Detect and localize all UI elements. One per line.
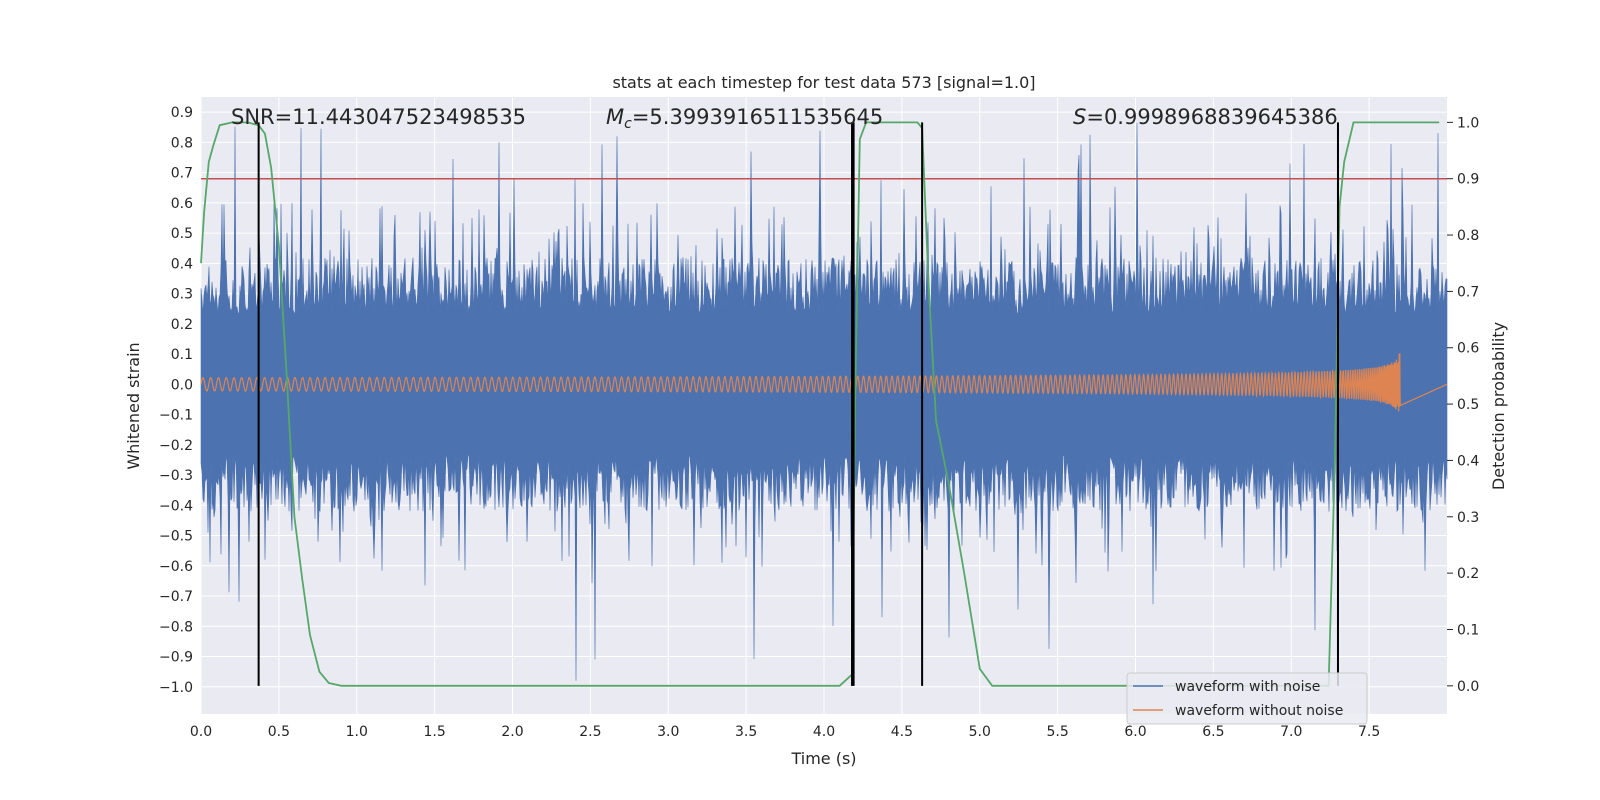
- chirp-mass-symbol: M: [606, 105, 624, 129]
- x-tick-label: 1.5: [423, 724, 445, 740]
- y2-tick-label: 0.9: [1457, 172, 1479, 188]
- x-tick-label: 2.5: [579, 724, 601, 740]
- legend-label-noise: waveform with noise: [1175, 679, 1320, 695]
- y-tick-label: 0.1: [171, 347, 193, 363]
- y2-tick-label: 0.7: [1457, 284, 1479, 300]
- x-tick-label: 1.0: [346, 724, 368, 740]
- chart-title: stats at each timestep for test data 573…: [612, 73, 1035, 92]
- y-tick-label: −0.4: [159, 498, 193, 514]
- y2-tick-label: 0.1: [1457, 622, 1479, 638]
- y-tick-label: −0.8: [159, 619, 193, 635]
- chirp-mass-annotation: Mc=5.3993916511535645: [606, 105, 883, 132]
- y-tick-label: 0.5: [171, 226, 193, 242]
- legend: waveform with noise waveform without noi…: [1126, 672, 1368, 725]
- s-symbol: S: [1073, 105, 1086, 129]
- y2-axis-label: Detection probability: [1489, 322, 1508, 490]
- s-annotation: S=0.9998968839645386: [1073, 105, 1338, 129]
- x-tick-label: 7.5: [1358, 724, 1380, 740]
- tick-labels: 0.0 0.5 1.0 1.5 2.0 2.5 3.0 3.5 4.0 4.5 5.0 5.5 6.0 6…: [159, 105, 1479, 740]
- x-tick-label: 7.0: [1280, 724, 1302, 740]
- x-tick-label: 5.5: [1046, 724, 1068, 740]
- y-tick-label: −1.0: [159, 680, 193, 696]
- s-value: =0.9998968839645386: [1086, 105, 1337, 129]
- x-tick-label: 6.5: [1202, 724, 1224, 740]
- y-tick-label: 0.4: [171, 256, 193, 272]
- x-tick-label: 2.0: [501, 724, 523, 740]
- y2-tick-label: 0.0: [1457, 679, 1479, 695]
- y-tick-label: 0.0: [171, 377, 193, 393]
- y2-tick-label: 0.4: [1457, 453, 1479, 469]
- y-tick-label: 0.2: [171, 317, 193, 333]
- x-tick-label: 3.0: [657, 724, 679, 740]
- x-tick-label: 5.0: [969, 724, 991, 740]
- legend-label-clean: waveform without noise: [1175, 703, 1343, 719]
- y-tick-label: 0.8: [171, 135, 193, 151]
- x-tick-label: 6.0: [1124, 724, 1146, 740]
- y-tick-label: −0.1: [159, 408, 193, 424]
- y-tick-label: −0.7: [159, 589, 193, 605]
- y-tick-label: −0.9: [159, 650, 193, 666]
- y-tick-label: −0.2: [159, 438, 193, 454]
- x-tick-label: 0.5: [268, 724, 290, 740]
- series-waveform-without-noise: [200, 353, 1448, 412]
- chirp-mass-value: =5.3993916511535645: [632, 105, 883, 129]
- y2-tick-label: 1.0: [1457, 115, 1479, 131]
- y2-tick-label: 0.8: [1457, 228, 1479, 244]
- y-axis-label: Whitened strain: [124, 342, 143, 469]
- series-waveform-with-noise: [200, 122, 1448, 681]
- y2-tick-label: 0.2: [1457, 566, 1479, 582]
- y2-tick-label: 0.5: [1457, 397, 1479, 413]
- x-tick-label: 4.5: [891, 724, 913, 740]
- y-tick-label: 0.9: [171, 105, 193, 121]
- y-tick-label: 0.7: [171, 166, 193, 182]
- x-axis-label: Time (s): [790, 749, 856, 768]
- y2-tick-label: 0.3: [1457, 510, 1479, 526]
- y2-tick-label: 0.6: [1457, 341, 1479, 357]
- x-tick-label: 3.5: [735, 724, 757, 740]
- y-tick-label: −0.5: [159, 529, 193, 545]
- y-tick-label: −0.6: [159, 559, 193, 575]
- y-tick-label: 0.3: [171, 287, 193, 303]
- chirp-mass-subscript: c: [624, 116, 632, 132]
- y-tick-label: −0.3: [159, 468, 193, 484]
- noise-waveform-band: [200, 122, 1448, 681]
- detection-markers: [257, 122, 1339, 686]
- x-tick-label: 0.0: [190, 724, 212, 740]
- x-tick-label: 4.0: [813, 724, 835, 740]
- snr-annotation: SNR=11.443047523498535: [231, 105, 526, 129]
- y-tick-label: 0.6: [171, 196, 193, 212]
- legend-box: [1126, 672, 1368, 725]
- clean-waveform-line: [200, 353, 1448, 412]
